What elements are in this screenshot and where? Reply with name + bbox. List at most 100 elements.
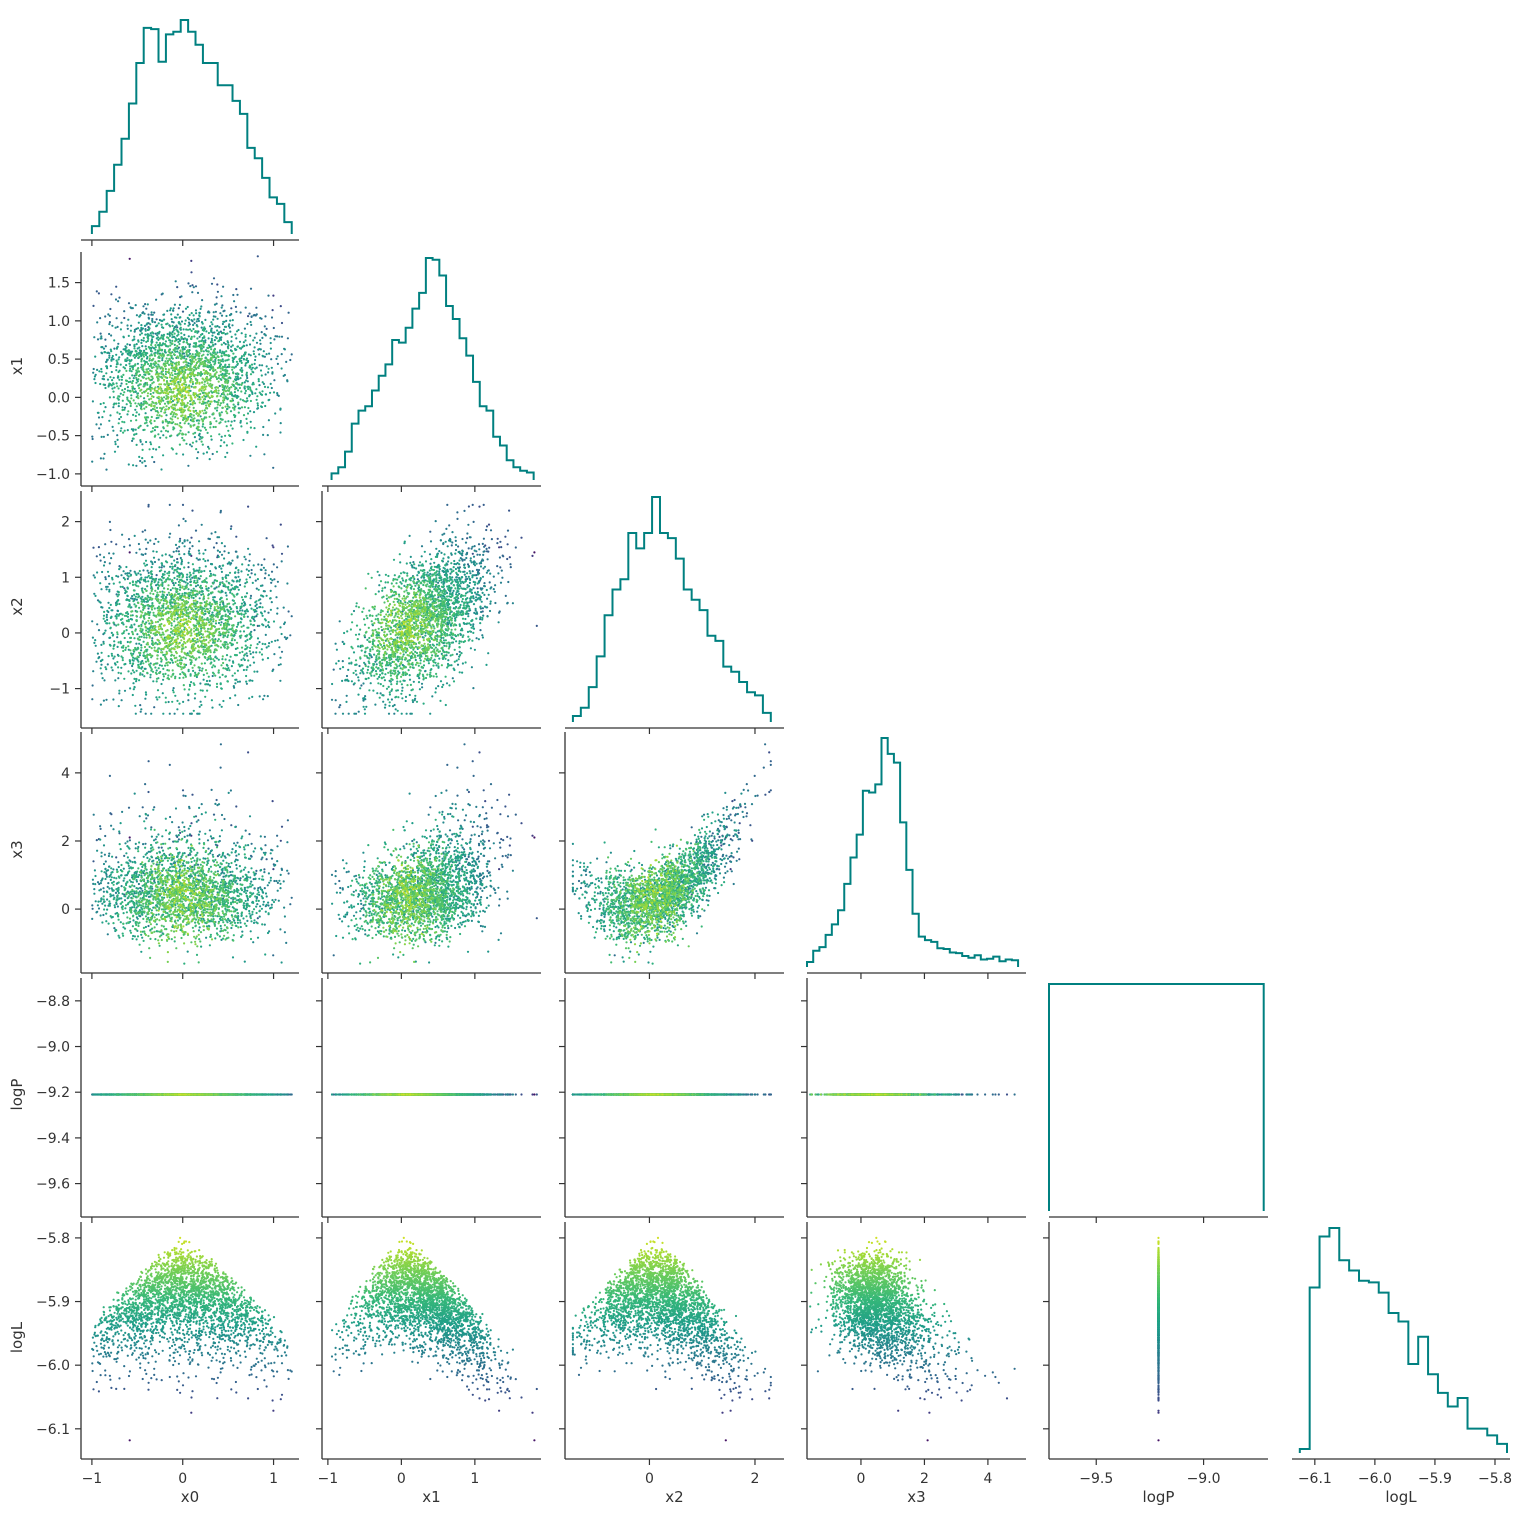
point: [187, 699, 189, 701]
point: [178, 572, 180, 574]
point: [120, 427, 122, 429]
point: [280, 305, 282, 307]
point: [135, 372, 137, 374]
point: [201, 441, 203, 443]
point: [162, 420, 164, 422]
point: [197, 366, 199, 368]
point: [246, 397, 248, 399]
point: [211, 323, 213, 325]
point: [100, 644, 102, 646]
point: [262, 595, 264, 597]
point: [155, 672, 157, 674]
point: [266, 365, 268, 367]
point: [265, 373, 267, 375]
point: [138, 636, 140, 638]
point: [137, 661, 139, 663]
point: [100, 704, 102, 706]
point: [247, 616, 249, 618]
point: [159, 354, 161, 356]
point: [102, 457, 104, 459]
point: [259, 339, 261, 341]
point: [250, 324, 252, 326]
point: [244, 339, 246, 341]
point: [240, 664, 242, 666]
point: [210, 622, 212, 624]
point: [100, 457, 102, 459]
point: [245, 307, 247, 309]
point: [247, 627, 249, 629]
point: [209, 373, 211, 375]
panel-x1-vs-x1: [322, 258, 541, 492]
point: [137, 368, 139, 370]
point: [167, 408, 169, 410]
point: [205, 330, 207, 332]
point: [162, 679, 164, 681]
point: [117, 326, 119, 328]
point: [119, 581, 121, 583]
point: [231, 421, 233, 423]
point: [187, 349, 189, 351]
point: [149, 441, 151, 443]
point: [260, 405, 262, 407]
point: [111, 371, 113, 373]
point: [168, 369, 170, 371]
point: [157, 417, 159, 419]
point: [118, 379, 120, 381]
point: [171, 633, 173, 635]
point: [121, 534, 123, 536]
point: [149, 646, 151, 648]
point: [214, 375, 216, 377]
point: [182, 351, 184, 353]
point: [126, 343, 128, 345]
point: [130, 575, 132, 577]
point: [104, 543, 106, 545]
point: [222, 582, 224, 584]
point: [235, 311, 237, 313]
point: [202, 653, 204, 655]
point: [114, 656, 116, 658]
point: [214, 531, 216, 533]
point: [153, 461, 155, 463]
point: [155, 299, 157, 301]
point: [155, 402, 157, 404]
point: [129, 258, 131, 260]
point: [271, 571, 273, 573]
point: [174, 569, 176, 571]
point: [211, 401, 213, 403]
point: [192, 563, 194, 565]
point: [227, 610, 229, 612]
point: [245, 558, 247, 560]
point: [179, 407, 181, 409]
point: [140, 324, 142, 326]
point: [207, 372, 209, 374]
point: [262, 615, 264, 617]
point: [139, 548, 141, 550]
point: [234, 356, 236, 358]
point: [196, 579, 198, 581]
point: [150, 375, 152, 377]
point: [171, 336, 173, 338]
point: [216, 283, 218, 285]
point: [156, 318, 158, 320]
point: [202, 553, 204, 555]
point: [131, 386, 133, 388]
point: [144, 363, 146, 365]
point: [181, 593, 183, 595]
point: [159, 591, 161, 593]
point: [157, 349, 159, 351]
point: [142, 531, 144, 533]
point: [146, 402, 148, 404]
point: [191, 379, 193, 381]
point: [129, 400, 131, 402]
point: [93, 336, 95, 338]
point: [118, 615, 120, 617]
point: [270, 609, 272, 611]
point: [167, 392, 169, 394]
point: [216, 686, 218, 688]
point: [192, 381, 194, 383]
point: [233, 685, 235, 687]
point: [128, 538, 130, 540]
point: [203, 608, 205, 610]
point: [186, 576, 188, 578]
point: [148, 572, 150, 574]
